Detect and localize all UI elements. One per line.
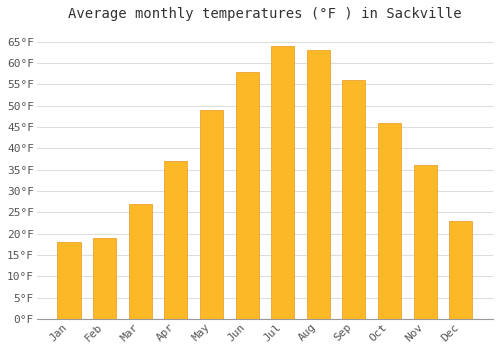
Bar bbox=[164, 161, 188, 319]
Bar bbox=[93, 238, 116, 319]
Bar bbox=[236, 72, 258, 319]
Bar bbox=[414, 166, 436, 319]
Bar bbox=[306, 50, 330, 319]
Bar bbox=[449, 221, 472, 319]
Bar bbox=[128, 204, 152, 319]
Bar bbox=[342, 80, 365, 319]
Bar bbox=[58, 242, 80, 319]
Bar bbox=[200, 110, 223, 319]
Title: Average monthly temperatures (°F ) in Sackville: Average monthly temperatures (°F ) in Sa… bbox=[68, 7, 462, 21]
Bar bbox=[378, 123, 401, 319]
Bar bbox=[271, 46, 294, 319]
